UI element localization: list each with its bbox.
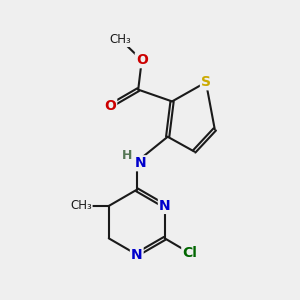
Text: CH₃: CH₃ xyxy=(70,200,92,212)
Text: Cl: Cl xyxy=(182,246,197,260)
Text: N: N xyxy=(159,199,170,213)
Text: N: N xyxy=(134,156,146,170)
Text: O: O xyxy=(104,99,116,113)
Text: S: S xyxy=(201,75,211,89)
Text: N: N xyxy=(131,248,142,262)
Text: H: H xyxy=(122,149,133,162)
Text: O: O xyxy=(136,53,148,67)
Text: CH₃: CH₃ xyxy=(110,33,131,46)
